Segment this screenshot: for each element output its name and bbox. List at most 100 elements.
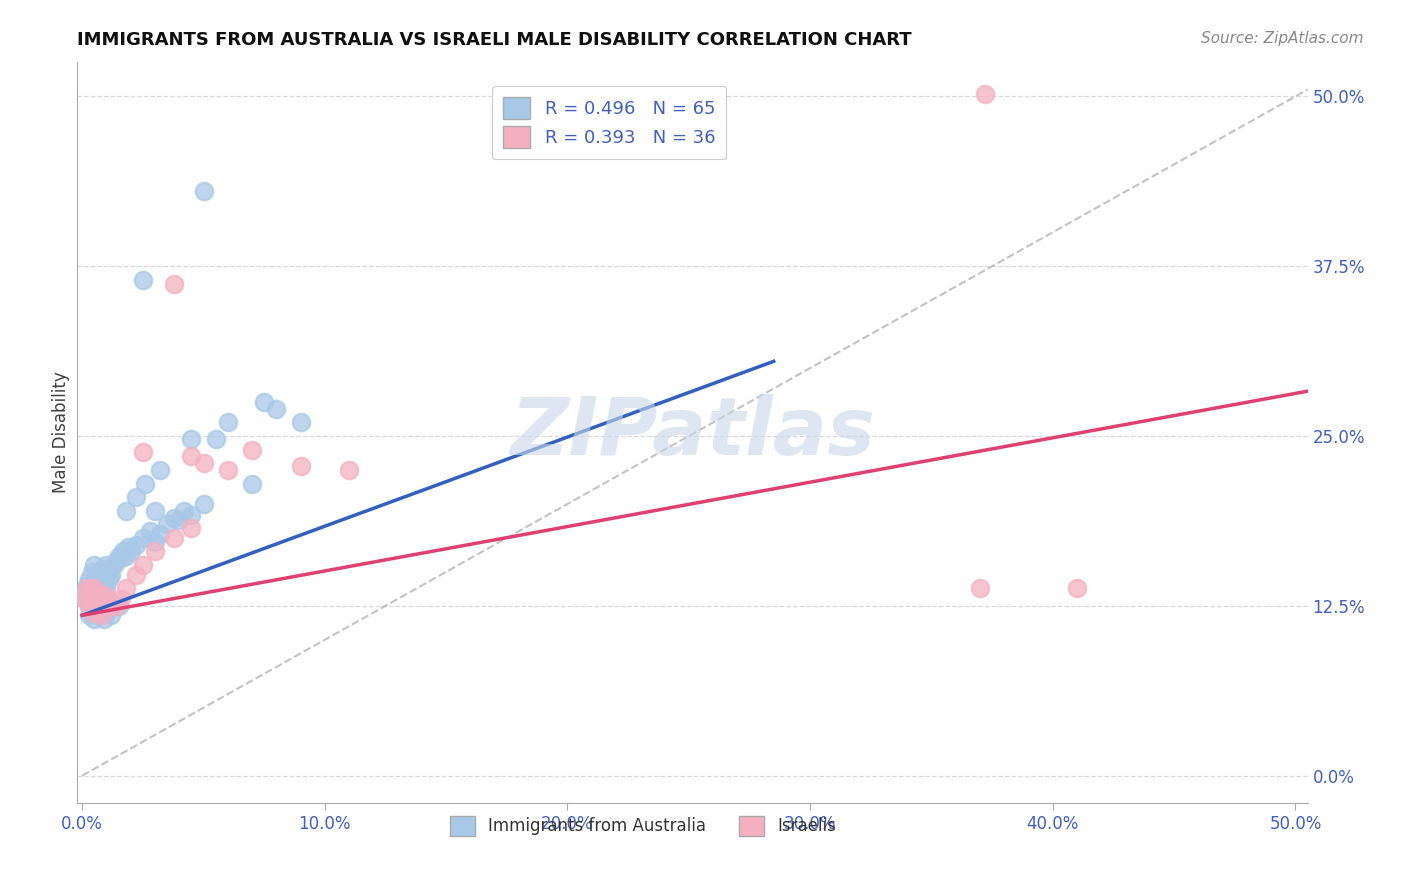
- Point: [83, 595, 105, 609]
- Legend: Immigrants from Australia, Israelis: Immigrants from Australia, Israelis: [443, 809, 844, 843]
- Point: [79, 585, 101, 599]
- Point: [290, 458, 312, 473]
- Point: [173, 504, 195, 518]
- Point: [115, 549, 138, 563]
- Point: [86, 590, 108, 604]
- Point: [163, 531, 186, 545]
- Point: [79, 599, 101, 613]
- Point: [149, 526, 172, 541]
- Point: [86, 585, 108, 599]
- Point: [110, 551, 132, 566]
- Point: [132, 445, 155, 459]
- Text: IMMIGRANTS FROM AUSTRALIA VS ISRAELI MALE DISABILITY CORRELATION CHART: IMMIGRANTS FROM AUSTRALIA VS ISRAELI MAL…: [77, 31, 912, 49]
- Point: [969, 581, 991, 595]
- Point: [80, 595, 103, 609]
- Point: [93, 595, 115, 609]
- Point: [132, 531, 155, 545]
- Point: [96, 581, 118, 595]
- Point: [76, 581, 98, 595]
- Point: [79, 608, 101, 623]
- Point: [90, 592, 112, 607]
- Point: [97, 565, 120, 579]
- Point: [167, 513, 190, 527]
- Text: ZIPatlas: ZIPatlas: [510, 393, 875, 472]
- Point: [76, 592, 98, 607]
- Point: [90, 608, 112, 623]
- Point: [93, 612, 115, 626]
- Point: [83, 606, 105, 620]
- Point: [193, 456, 215, 470]
- Text: Source: ZipAtlas.com: Source: ZipAtlas.com: [1201, 31, 1364, 46]
- Point: [73, 592, 96, 607]
- Point: [86, 595, 108, 609]
- Point: [80, 565, 103, 579]
- Point: [97, 599, 120, 613]
- Point: [96, 558, 118, 572]
- Point: [93, 567, 115, 582]
- Point: [1066, 581, 1088, 595]
- Point: [117, 541, 139, 555]
- Point: [89, 608, 111, 623]
- Point: [115, 581, 138, 595]
- Point: [120, 544, 142, 558]
- Point: [290, 416, 312, 430]
- Point: [93, 583, 115, 598]
- Point: [90, 598, 112, 612]
- Point: [143, 544, 166, 558]
- Point: [253, 395, 276, 409]
- Point: [193, 497, 215, 511]
- Point: [83, 558, 105, 572]
- Point: [132, 558, 155, 572]
- Point: [193, 185, 215, 199]
- Point: [80, 590, 103, 604]
- Point: [156, 517, 179, 532]
- Point: [180, 450, 202, 464]
- Point: [80, 603, 103, 617]
- Point: [134, 476, 156, 491]
- Point: [100, 608, 122, 623]
- Y-axis label: Male Disability: Male Disability: [52, 372, 70, 493]
- Point: [180, 521, 202, 535]
- Point: [89, 603, 111, 617]
- Point: [107, 599, 129, 613]
- Point: [100, 595, 122, 609]
- Point: [79, 572, 101, 586]
- Point: [80, 606, 103, 620]
- Point: [204, 432, 226, 446]
- Point: [124, 490, 146, 504]
- Point: [100, 567, 122, 582]
- Point: [180, 508, 202, 522]
- Point: [105, 599, 128, 613]
- Point: [163, 277, 186, 291]
- Point: [240, 442, 263, 457]
- Point: [124, 538, 146, 552]
- Point: [110, 592, 132, 607]
- Point: [112, 544, 135, 558]
- Point: [163, 510, 186, 524]
- Point: [337, 463, 360, 477]
- Point: [143, 504, 166, 518]
- Point: [107, 549, 129, 563]
- Point: [217, 416, 239, 430]
- Point: [149, 463, 172, 477]
- Point: [217, 463, 239, 477]
- Point: [89, 575, 111, 590]
- Point: [83, 581, 105, 595]
- Point: [86, 595, 108, 609]
- Point: [90, 562, 112, 576]
- Point: [90, 603, 112, 617]
- Point: [86, 567, 108, 582]
- Point: [79, 599, 101, 613]
- Point: [105, 554, 128, 568]
- Point: [83, 612, 105, 626]
- Point: [96, 606, 118, 620]
- Point: [973, 87, 995, 101]
- Point: [76, 578, 98, 592]
- Point: [103, 558, 125, 572]
- Point: [139, 524, 162, 538]
- Point: [96, 590, 118, 604]
- Point: [73, 585, 96, 599]
- Point: [180, 432, 202, 446]
- Point: [89, 581, 111, 595]
- Point: [240, 476, 263, 491]
